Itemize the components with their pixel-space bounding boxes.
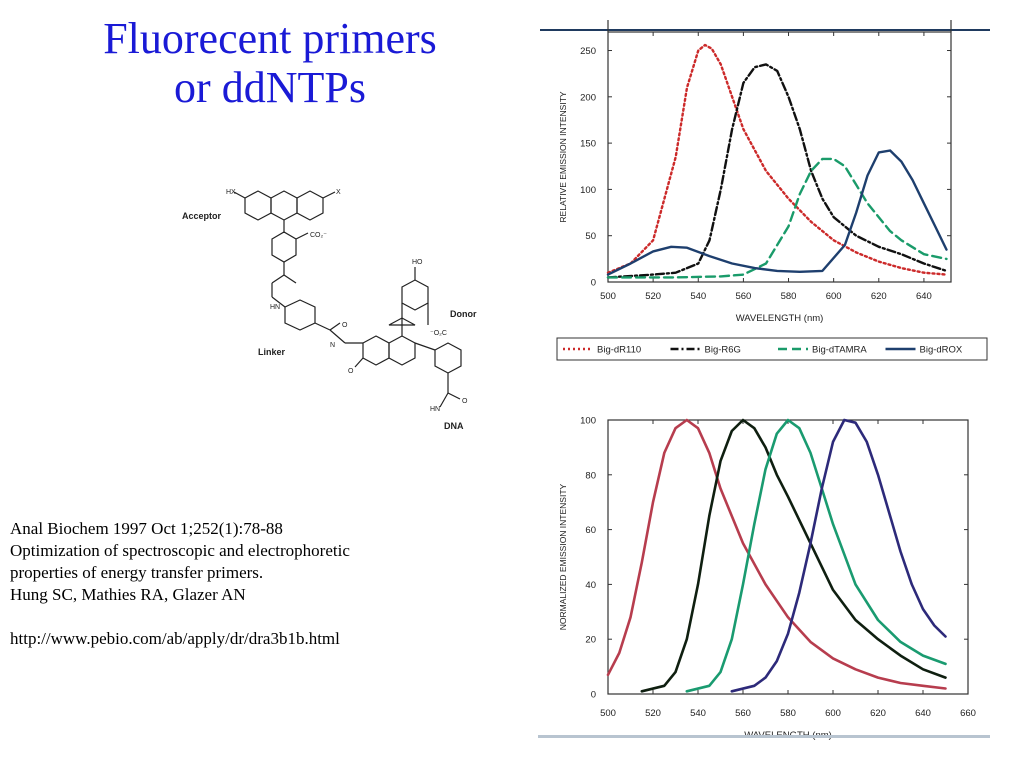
chart-1-series-line-3 — [606, 157, 948, 279]
chart-2-y-tick-label: 60 — [585, 525, 596, 536]
chart-1-y-tick-label: 200 — [580, 92, 596, 103]
chart-1-x-tick-label: 560 — [735, 291, 751, 302]
chart-1-y-tick-label: 50 — [585, 231, 596, 242]
chart-2-x-tick-label: 580 — [780, 708, 796, 719]
chart-2-y-tick-label: 100 — [580, 416, 596, 427]
donor-ring-left — [362, 335, 390, 366]
chemical-structure-diagram: HX X CO₂⁻ HN O HO ⁻O₂C O N HN O Acceptor… — [182, 189, 477, 431]
chart-2-x-tick-label: 540 — [690, 708, 706, 719]
svg-text:X: X — [336, 189, 341, 196]
chart-1-x-tick-label: 600 — [826, 291, 842, 302]
svg-text:HN: HN — [270, 304, 280, 311]
chart-1-y-tick-label: 0 — [591, 278, 596, 289]
chart-1-y-tick-label: 150 — [580, 139, 596, 150]
chart-1-x-tick-label: 540 — [690, 291, 706, 302]
svg-text:N: N — [330, 342, 335, 349]
legend-label-2: Big-R6G — [705, 345, 741, 356]
chart-2-y-tick-label: 0 — [591, 690, 596, 701]
chart-2-series-line-2 — [640, 418, 947, 693]
chart-2-y-tick-label: 80 — [585, 470, 596, 481]
chart-1-legend-box — [556, 337, 988, 361]
svg-text:CO₂⁻: CO₂⁻ — [310, 232, 327, 239]
citation-block: Anal Biochem 1997 Oct 1;252(1):78-88 Opt… — [10, 518, 530, 650]
linker-label: Linker — [258, 347, 286, 357]
svg-text:HX: HX — [226, 189, 236, 196]
title-line-1: Fluorecent primers — [103, 14, 437, 63]
chart-1-series-line-2 — [606, 63, 948, 279]
chart-1-x-tick-label: 580 — [781, 291, 797, 302]
chart-2-x-tick-label: 520 — [645, 708, 661, 719]
chart-1-x-tick-label: 640 — [916, 291, 932, 302]
chart-1-x-axis-label: WAVELENGTH (nm) — [736, 313, 824, 324]
chart-1-series-line-1 — [606, 43, 948, 276]
citation-title-line-1: Optimization of spectroscopic and electr… — [10, 541, 350, 560]
title-line-2: or ddNTPs — [174, 63, 366, 112]
svg-text:⁻O₂C: ⁻O₂C — [430, 330, 447, 337]
slide-title: Fluorecent primers or ddNTPs — [20, 14, 520, 112]
legend-label-3: Big-dTAMRA — [812, 345, 867, 356]
top-divider — [540, 29, 990, 31]
chart-1-x-tick-label: 520 — [645, 291, 661, 302]
chart-2-x-tick-label: 500 — [600, 708, 616, 719]
acceptor-label: Acceptor — [182, 211, 222, 221]
donor-ring-middle — [388, 335, 416, 366]
donor-phenyl-ring — [434, 342, 462, 374]
acceptor-ring-middle — [270, 190, 298, 221]
chart-1-y-axis-label: RELATIVE EMISSION INTENSITY — [558, 91, 568, 222]
linker-ring — [284, 299, 316, 331]
chart-2-y-tick-label: 20 — [585, 635, 596, 646]
chart-1-series-line-4 — [606, 149, 948, 276]
bottom-divider — [538, 735, 990, 738]
chart-2-series-line-1 — [606, 418, 947, 690]
svg-text:O: O — [348, 368, 354, 375]
chart-2-x-tick-label: 620 — [870, 708, 886, 719]
donor-label: Donor — [450, 309, 477, 319]
acceptor-phenyl-ring — [271, 231, 297, 263]
chart-2-x-tick-label: 640 — [915, 708, 931, 719]
svg-text:HN: HN — [430, 406, 440, 413]
citation-authors: Hung SC, Mathies RA, Glazer AN — [10, 585, 246, 604]
chart-1-y-tick-label: 100 — [580, 185, 596, 196]
chart-1-plot-frame — [607, 31, 952, 283]
chart-1-y-tick-label: 250 — [580, 46, 596, 57]
acceptor-ring-left — [244, 190, 272, 221]
chart-1-x-tick-label: 500 — [600, 291, 616, 302]
legend-label-1: Big-dR110 — [597, 345, 641, 356]
acceptor-ring-right — [296, 190, 324, 221]
legend-label-4: Big-dROX — [920, 345, 963, 356]
citation-journal: Anal Biochem 1997 Oct 1;252(1):78-88 — [10, 519, 283, 538]
chart-2-y-tick-label: 40 — [585, 580, 596, 591]
svg-text:O: O — [462, 398, 468, 405]
chart-2-plot-frame — [607, 419, 969, 695]
chart-2-series-line-3 — [685, 418, 947, 693]
chart-2-series-line-4 — [730, 418, 947, 693]
chart-2-x-tick-label: 600 — [825, 708, 841, 719]
citation-title-line-2: properties of energy transfer primers. — [10, 563, 264, 582]
citation-url[interactable]: http://www.pebio.com/ab/apply/dr/dra3b1b… — [10, 629, 340, 648]
chart-2-y-axis-label: NORMALIZED EMISSION INTENSITY — [558, 483, 568, 630]
chart-2-x-tick-label: 660 — [960, 708, 976, 719]
dna-label: DNA — [444, 421, 464, 431]
donor-ring-top — [401, 279, 429, 311]
chart-2-x-tick-label: 560 — [735, 708, 751, 719]
chart-1-x-tick-label: 620 — [871, 291, 887, 302]
svg-text:O: O — [342, 322, 348, 329]
svg-text:HO: HO — [412, 259, 423, 266]
